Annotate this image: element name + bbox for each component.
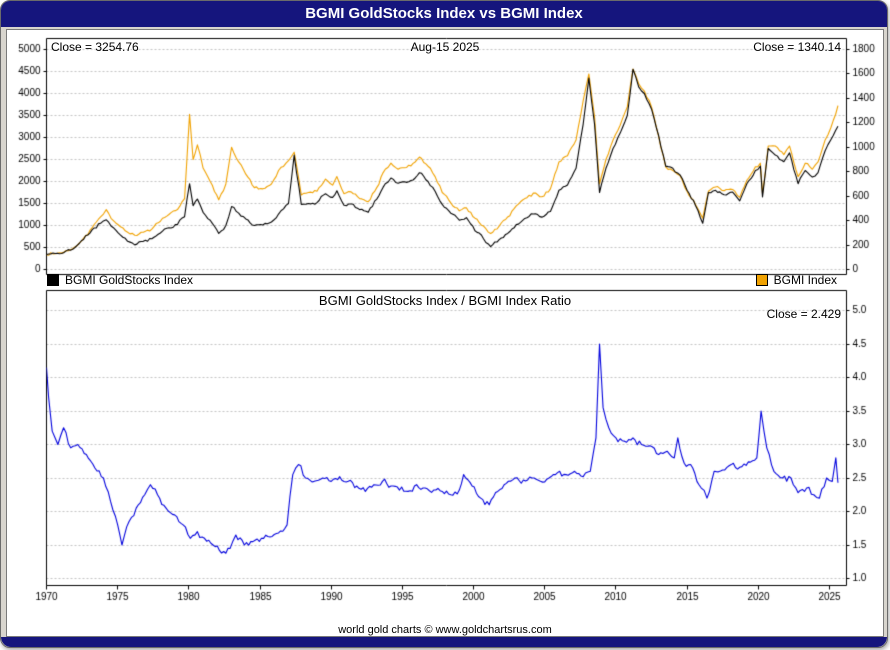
footer-attribution: world gold charts © www.goldchartsrus.co… — [338, 624, 552, 636]
legend-goldstocks: BGMI GoldStocks Index — [47, 273, 193, 287]
dual-panel-chart-canvas — [6, 30, 884, 606]
goldstocks-legend-label: BGMI GoldStocks Index — [65, 273, 194, 287]
bgmi-legend-swatch — [755, 274, 768, 286]
goldstocks-legend-swatch — [47, 274, 59, 286]
date-label: Aug-15 2025 — [410, 40, 480, 54]
bgmi-close-label: Close = 1340.14 — [753, 40, 841, 54]
goldstocks-close-label: Close = 3254.76 — [51, 40, 139, 54]
bgmi-legend-label: BGMI Index — [773, 273, 837, 287]
ratio-close-label: Close = 2.429 — [766, 307, 841, 321]
chart-area: Close = 3254.76 Aug-15 2025 Close = 1340… — [6, 29, 884, 637]
legend-bgmi: BGMI Index — [755, 273, 837, 287]
page-title: BGMI GoldStocks Index vs BGMI Index — [305, 5, 583, 22]
window-titlebar: BGMI GoldStocks Index vs BGMI Index — [1, 1, 887, 27]
ratio-panel-title: BGMI GoldStocks Index / BGMI Index Ratio — [318, 293, 572, 308]
bottom-bar — [1, 637, 887, 647]
